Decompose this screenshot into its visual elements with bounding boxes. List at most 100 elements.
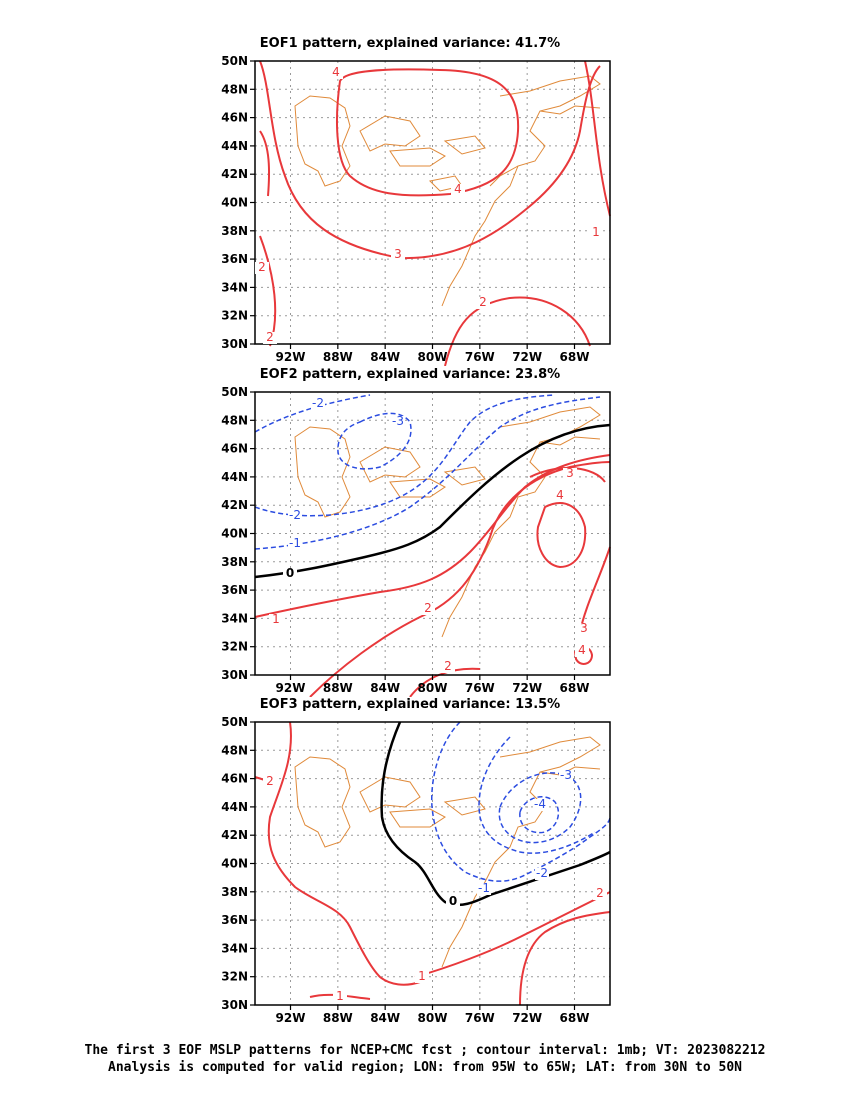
- lat-tick-label: 44N: [221, 470, 248, 484]
- eof2-lon-labels: 92W 88W 84W 80W 76W 72W 68W: [276, 675, 589, 695]
- lon-tick-label: 92W: [276, 681, 306, 695]
- eof2-map: 50N 48N 46N 44N 42N 40N 38N 36N 34N 32N 30N 92W 88W…: [221, 385, 611, 697]
- contour-label: 2: [479, 295, 487, 309]
- caption-line-1: The first 3 EOF MSLP patterns for NCEP+C…: [84, 1043, 766, 1058]
- contour-label: -4: [534, 797, 546, 811]
- lon-tick-label: 68W: [560, 1011, 590, 1025]
- lat-tick-label: 32N: [221, 640, 248, 654]
- eof1-coast: [294, 75, 601, 307]
- contour-label: 1: [336, 989, 344, 1003]
- contour-label: 4: [556, 488, 564, 502]
- eof1-lon-labels: 92W 88W 84W 80W 76W 72W 68W: [276, 344, 589, 364]
- eof1-lat-labels: 50N 48N 46N 44N 42N 40N 38N 36N 34N 32N 30N: [221, 54, 255, 351]
- contour-label-bg: [559, 770, 573, 782]
- contour-label: 0: [449, 894, 457, 908]
- eof1-title: EOF1 pattern, explained variance: 41.7%: [259, 36, 561, 51]
- contour-label: 3: [566, 466, 574, 480]
- contour-label: 2: [424, 601, 432, 615]
- lat-tick-label: 40N: [221, 196, 248, 210]
- contour-label-bg: [593, 888, 607, 900]
- lat-tick-label: 32N: [221, 970, 248, 984]
- contour-label-bg: [288, 510, 302, 522]
- eof3-map: 50N 48N 46N 44N 42N 40N 38N 36N 34N 32N 30N 92W 88W…: [221, 715, 611, 1025]
- lat-tick-label: 46N: [221, 442, 248, 456]
- lat-tick-label: 42N: [221, 498, 248, 512]
- lat-tick-label: 40N: [221, 527, 248, 541]
- lat-tick-label: 50N: [221, 54, 248, 68]
- contour-label: -2: [289, 508, 301, 522]
- contour-label-bg: [533, 799, 547, 811]
- contour-label-bg: [263, 332, 277, 344]
- contour-label: 2: [596, 886, 604, 900]
- contour-label: 3: [394, 247, 402, 261]
- eof3-coast: [294, 736, 601, 968]
- lat-tick-label: 48N: [221, 82, 248, 96]
- contour-label-bg: [553, 490, 567, 502]
- contour-label-bg: [415, 971, 429, 983]
- eof3-lon-labels: 92W 88W 84W 80W 76W 72W 68W: [276, 1005, 590, 1025]
- lat-tick-label: 34N: [221, 280, 248, 294]
- contour-label: -3: [392, 414, 404, 428]
- eof1-map: 50N 48N 46N 44N 42N 40N 38N 36N 34N 32N 30N 92W 88W…: [221, 54, 611, 366]
- lat-tick-label: 32N: [221, 309, 248, 323]
- lat-tick-label: 46N: [221, 111, 248, 125]
- lon-tick-label: 88W: [323, 681, 353, 695]
- lon-tick-label: 72W: [512, 1011, 542, 1025]
- lon-tick-label: 84W: [370, 681, 400, 695]
- contour-label-bg: [446, 896, 460, 908]
- contour-label-bg: [269, 614, 283, 626]
- lat-tick-label: 38N: [221, 885, 248, 899]
- contour-label: 2: [258, 260, 266, 274]
- eof2-panel: EOF2 pattern, explained variance: 23.8%: [200, 367, 620, 697]
- lon-tick-label: 76W: [465, 681, 495, 695]
- lon-tick-label: 84W: [370, 1011, 400, 1025]
- eof2-contours: [254, 394, 611, 697]
- lat-tick-label: 38N: [221, 555, 248, 569]
- contour-label-bg: [391, 416, 405, 428]
- lat-tick-label: 30N: [221, 668, 248, 682]
- lat-tick-label: 40N: [221, 857, 248, 871]
- lon-tick-label: 72W: [512, 681, 542, 695]
- lat-tick-label: 30N: [221, 998, 248, 1012]
- lon-tick-label: 92W: [276, 350, 306, 364]
- contour-label: -2: [312, 396, 324, 410]
- contour-label: 2: [266, 774, 274, 788]
- contour-label-bg: [477, 883, 491, 895]
- contour-label-bg: [288, 538, 302, 550]
- contour-label: 1: [592, 225, 600, 239]
- contour-label: 0: [286, 566, 294, 580]
- contour-label: 1: [272, 612, 280, 626]
- contour-label: -2: [536, 866, 548, 880]
- contour-label: 4: [454, 182, 462, 196]
- lat-tick-label: 38N: [221, 224, 248, 238]
- eof3-lat-labels: 50N 48N 46N 44N 42N 40N 38N 36N 34N 32N 30N: [221, 715, 255, 1012]
- lat-tick-label: 42N: [221, 167, 248, 181]
- lon-tick-label: 84W: [370, 350, 400, 364]
- eof2-title: EOF2 pattern, explained variance: 23.8%: [259, 367, 561, 382]
- contour-label-bg: [391, 249, 405, 261]
- contour-label-bg: [476, 297, 490, 309]
- contour-label: -1: [478, 881, 490, 895]
- contour-label-bg: [577, 623, 591, 635]
- eof3-title: EOF3 pattern, explained variance: 13.5%: [259, 697, 561, 712]
- lat-tick-label: 36N: [221, 252, 248, 266]
- lon-tick-label: 92W: [276, 1011, 306, 1025]
- lon-tick-label: 72W: [512, 350, 542, 364]
- eof2-coast: [294, 406, 601, 638]
- contour-label-bg: [311, 398, 325, 410]
- contour-label-bg: [329, 67, 343, 79]
- lat-tick-label: 34N: [221, 941, 248, 955]
- contour-label: 2: [266, 330, 274, 344]
- eof1-grid: [255, 61, 610, 344]
- lon-tick-label: 88W: [323, 1011, 353, 1025]
- contour-label-bg: [451, 184, 465, 196]
- contour-label: 3: [580, 621, 588, 635]
- contour-label-bg: [283, 568, 297, 580]
- eof3-panel: EOF3 pattern, explained variance: 13.5%: [200, 697, 620, 1027]
- eof1-contour-labels: 4 4 3 2 2 2 1: [255, 65, 603, 344]
- lat-tick-label: 36N: [221, 583, 248, 597]
- contour-label-bg: [575, 645, 589, 657]
- lon-tick-label: 76W: [465, 350, 495, 364]
- lat-tick-label: 48N: [221, 413, 248, 427]
